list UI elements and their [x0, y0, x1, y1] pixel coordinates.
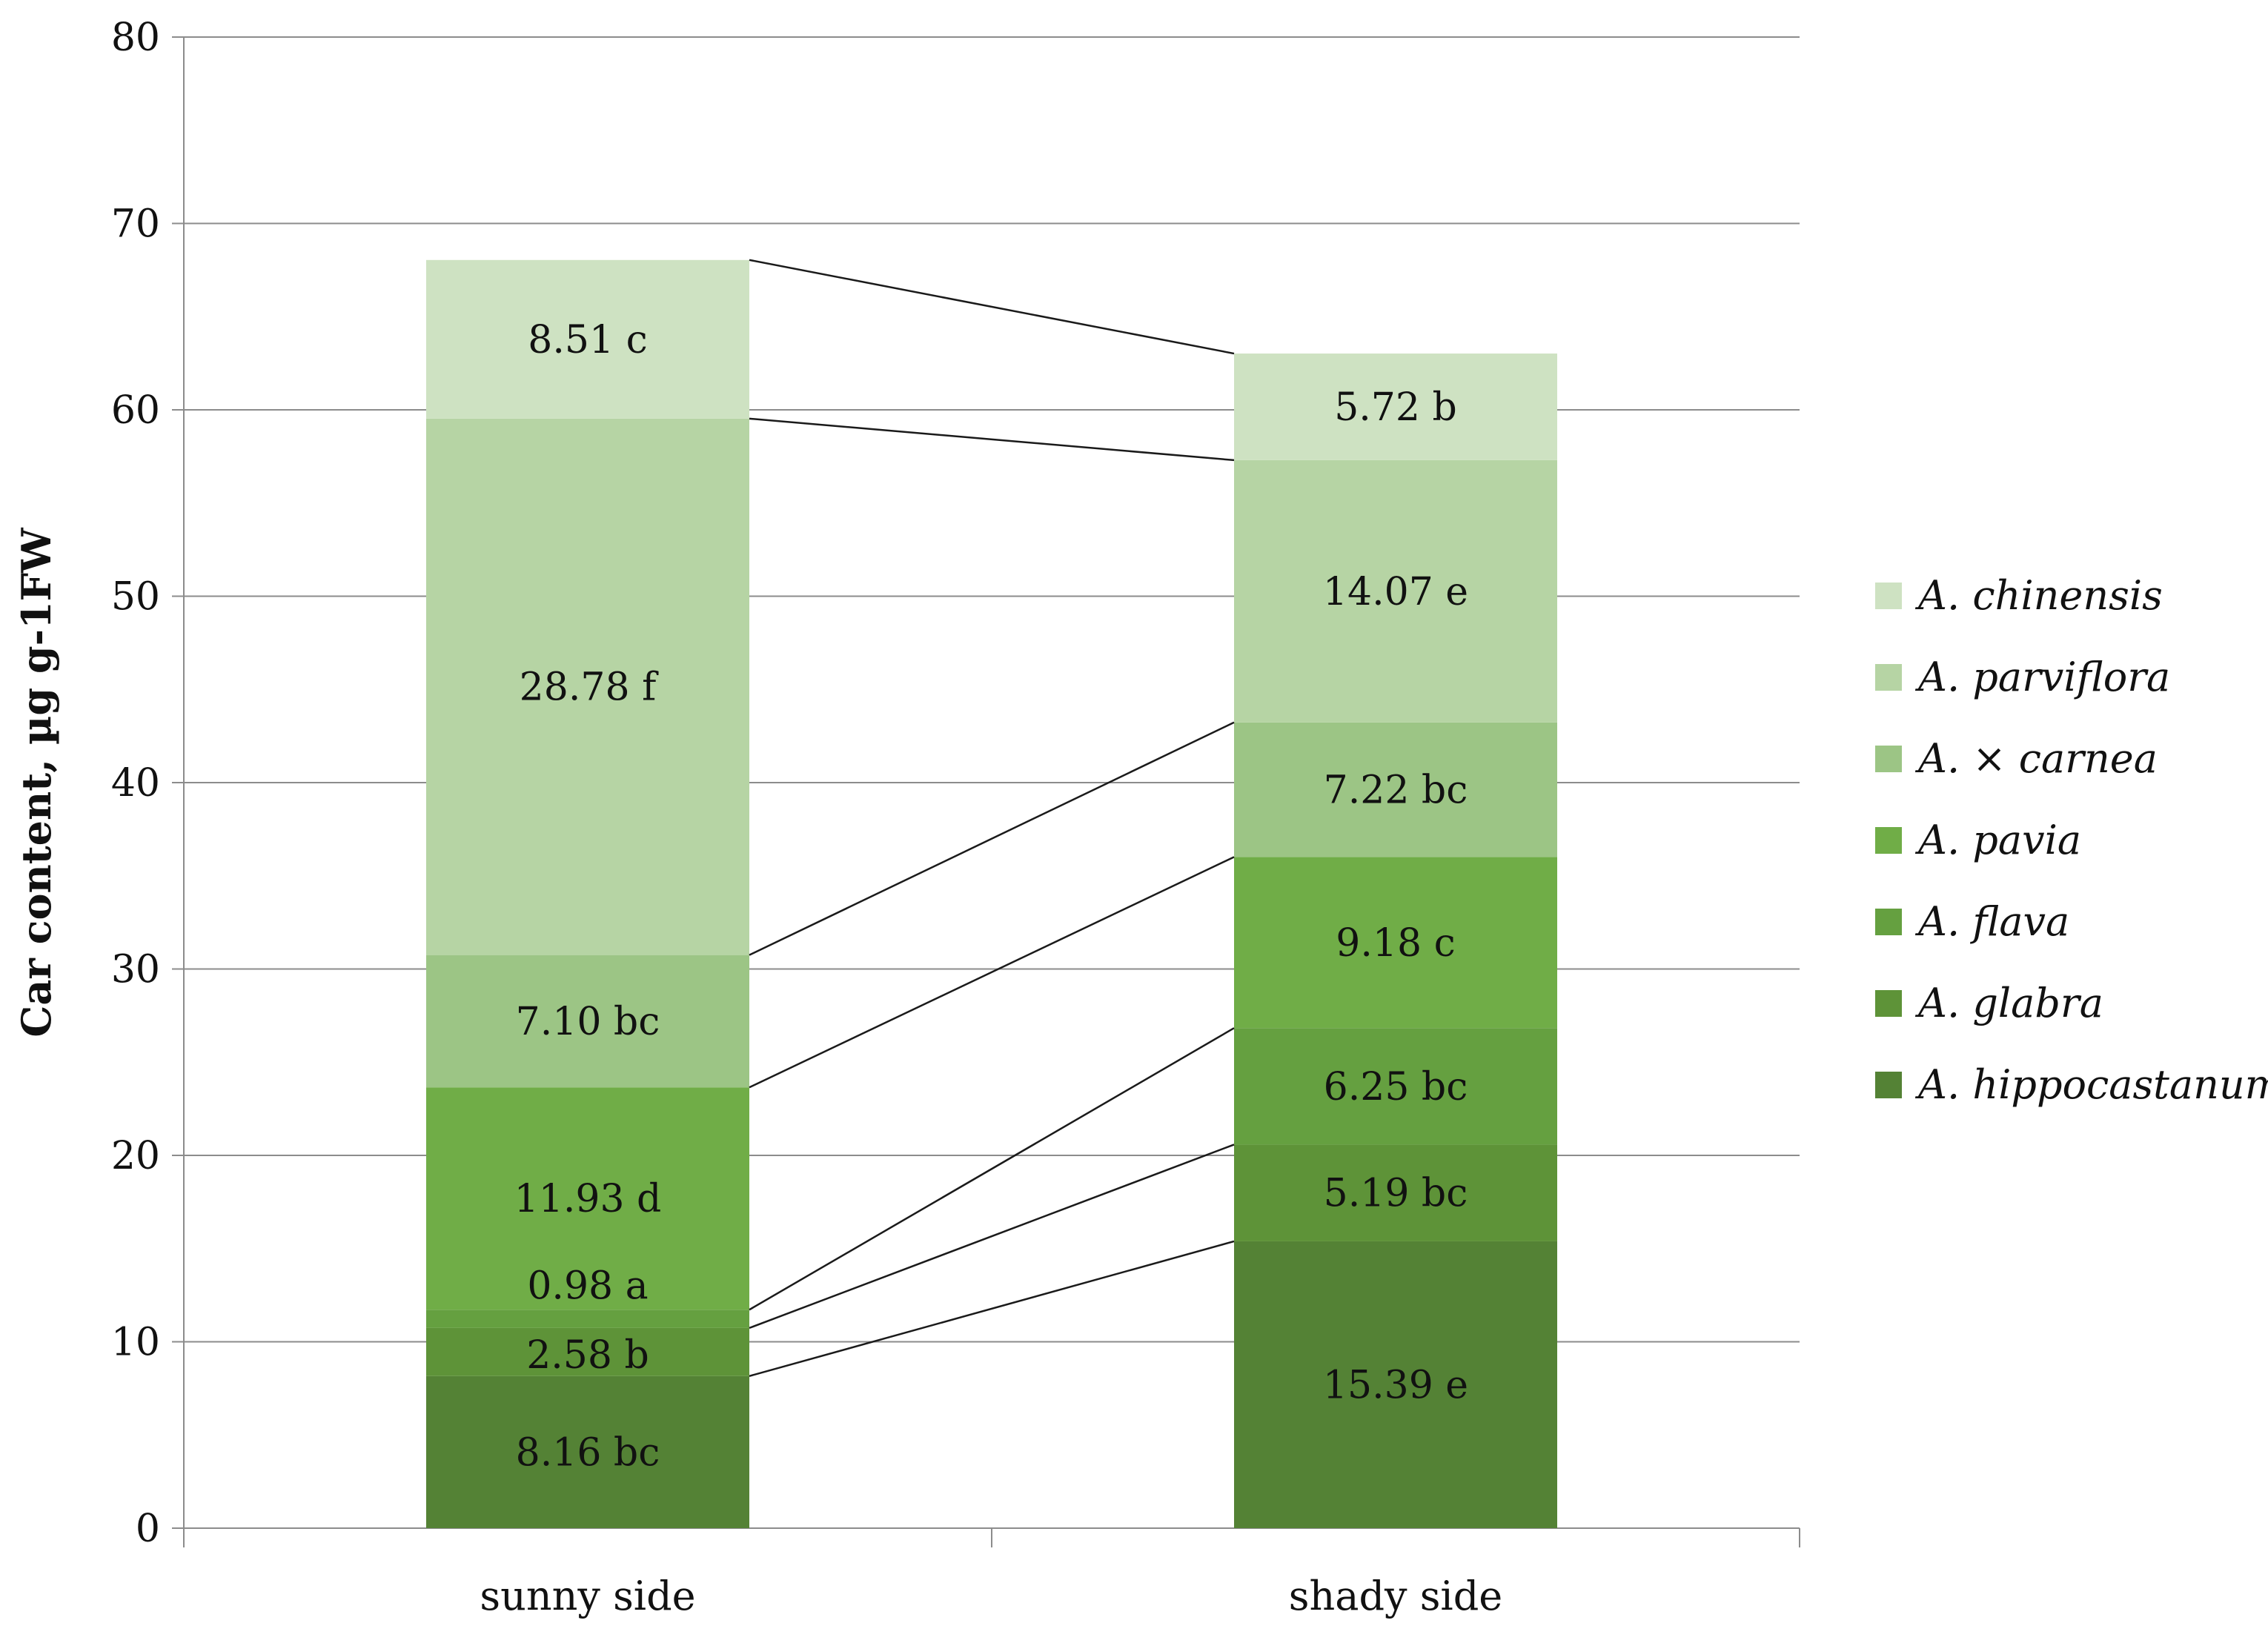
- data-label: 6.25 bc: [1324, 1065, 1468, 1109]
- bar-segment-shady-1: [1234, 1144, 1557, 1241]
- bar-segment-shady-3: [1234, 857, 1557, 1029]
- legend-swatch: [1875, 909, 1902, 935]
- data-label: 8.51 c: [528, 318, 647, 362]
- bar-segment-shady-2: [1234, 1028, 1557, 1145]
- legend-label: A. hippocastanum: [1914, 1061, 2268, 1108]
- y-axis-title: Car content, µg g-1FW: [13, 527, 60, 1038]
- bar-segment-sunny-6: [426, 259, 749, 419]
- bar-segment-sunny-2: [426, 1310, 749, 1328]
- y-tick-label: 0: [136, 1507, 160, 1551]
- legend-label: A. × carnea: [1914, 735, 2158, 782]
- data-label: 2.58 b: [526, 1333, 649, 1378]
- data-label: 5.19 bc: [1324, 1172, 1468, 1216]
- data-label: 15.39 e: [1323, 1363, 1468, 1407]
- y-tick-label: 10: [111, 1321, 160, 1365]
- data-label: 0.98 a: [527, 1264, 648, 1309]
- legend-label: A. chinensis: [1914, 572, 2163, 619]
- bar-segment-shady-6: [1234, 354, 1557, 460]
- bar-segment-sunny-4: [426, 955, 749, 1088]
- data-label: 11.93 d: [514, 1177, 662, 1221]
- data-label: 28.78 f: [520, 666, 659, 710]
- series-connector-line: [749, 856, 1235, 1089]
- bar-segment-sunny-1: [426, 1327, 749, 1376]
- bar-segment-shady-0: [1234, 1241, 1557, 1528]
- y-tick-label: 40: [111, 761, 160, 806]
- series-connector-line: [749, 417, 1235, 462]
- bar-segment-sunny-5: [426, 418, 749, 955]
- data-label: 14.07 e: [1323, 570, 1468, 614]
- bar-segment-sunny-0: [426, 1375, 749, 1528]
- legend-swatch: [1875, 746, 1902, 772]
- legend-label: A. flava: [1914, 898, 2069, 945]
- bar-segment-sunny-3: [426, 1087, 749, 1310]
- y-tick-label: 60: [111, 388, 160, 433]
- bar-segment-shady-5: [1234, 459, 1557, 723]
- series-connector-line: [749, 1240, 1235, 1377]
- y-tick-label: 30: [111, 948, 160, 992]
- y-tick-label: 50: [111, 575, 160, 620]
- legend-label: A. glabra: [1914, 980, 2103, 1026]
- legend-swatch: [1875, 1072, 1902, 1098]
- series-connector-line: [749, 1144, 1235, 1330]
- y-tick-label: 80: [111, 16, 160, 60]
- data-label: 8.16 bc: [516, 1430, 660, 1475]
- data-label: 7.22 bc: [1324, 769, 1468, 813]
- legend-label: A. pavia: [1914, 817, 2081, 863]
- y-tick-label: 20: [111, 1134, 160, 1178]
- series-connector-line: [749, 721, 1235, 956]
- x-category-label: sunny side: [480, 1573, 695, 1619]
- series-connector-line: [749, 1027, 1235, 1311]
- legend-swatch: [1875, 583, 1902, 609]
- legend-swatch: [1875, 664, 1902, 691]
- legend-swatch: [1875, 827, 1902, 854]
- data-label: 5.72 b: [1334, 385, 1457, 430]
- series-connector-line: [749, 259, 1235, 355]
- legend-swatch: [1875, 990, 1902, 1017]
- legend-label: A. parviflora: [1914, 654, 2170, 700]
- data-label: 7.10 bc: [516, 1000, 660, 1044]
- x-category-label: shady side: [1289, 1573, 1502, 1619]
- data-label: 9.18 c: [1336, 921, 1455, 966]
- y-tick-label: 70: [111, 202, 160, 247]
- bar-segment-shady-4: [1234, 722, 1557, 857]
